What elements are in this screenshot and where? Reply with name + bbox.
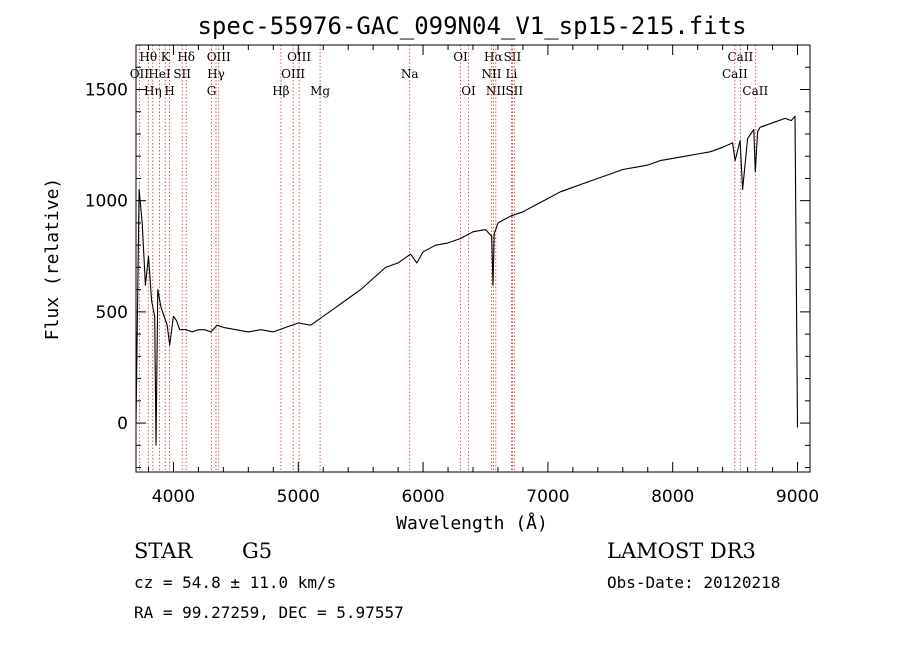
line-marker-label: K (161, 50, 171, 64)
x-axis: 4000 5000 6000 7000 8000 9000 (147, 45, 819, 507)
redshift-value: cz = 54.8 ± 11.0 km/s (134, 573, 337, 592)
spectrum-series (135, 115, 799, 446)
line-marker-label: CaII (727, 50, 753, 64)
spectrum-line (135, 115, 799, 446)
line-marker-label: SII (173, 67, 191, 81)
plot-frame (135, 44, 811, 473)
chart-title: spec-55976-GAC_099N04_V1_sp15-215.fits (197, 12, 746, 40)
y-tick-label: 0 (117, 414, 128, 434)
line-marker-label: Li (506, 67, 518, 81)
y-axis: 0 500 1000 1500 (85, 44, 810, 469)
x-tick-label: 7000 (526, 487, 569, 507)
x-tick-label: 8000 (651, 487, 694, 507)
line-marker-label: G (207, 84, 217, 98)
survey-name: LAMOST DR3 (607, 539, 756, 563)
x-tick-label: 4000 (152, 487, 195, 507)
y-tick-label: 1000 (85, 192, 128, 212)
line-marker-label: NII (486, 84, 506, 98)
line-marker-label: Hη (144, 84, 162, 98)
spectral-line-markers: Hθ OII Hη K HeI H SII Hδ OIII Hγ G Hβ OIII OIII Mg Na OI… (130, 45, 768, 472)
line-marker-label: Hθ (139, 50, 157, 64)
x-tick-label: 5000 (277, 487, 320, 507)
line-marker-label: OIII (287, 50, 311, 64)
y-axis-label: Flux (relative) (42, 178, 63, 341)
line-marker-label: HeI (148, 67, 171, 81)
line-marker-label: H (164, 84, 174, 98)
line-marker-label: Mg (310, 84, 330, 98)
line-marker-label: OII (130, 67, 150, 81)
observation-date: Obs-Date: 20120218 (607, 573, 781, 592)
line-marker-label: OIII (207, 50, 231, 64)
y-tick-label: 500 (96, 303, 128, 323)
coordinates: RA = 99.27259, DEC = 5.97557 (134, 603, 404, 622)
line-marker-label: NII (481, 67, 501, 81)
x-axis-label: Wavelength (Å) (396, 512, 548, 534)
line-marker-label: CaII (722, 67, 748, 81)
line-marker-label: OIII (281, 67, 305, 81)
line-marker-label: SII (504, 50, 522, 64)
y-tick-label: 1500 (85, 80, 128, 100)
line-marker-label: Na (401, 67, 419, 81)
line-marker-label: OI (453, 50, 468, 64)
subclass: G5 (242, 539, 273, 563)
line-marker-label: Hα (484, 50, 503, 64)
line-marker-label: Hβ (272, 84, 289, 98)
line-marker-label: Hγ (207, 67, 225, 81)
line-marker-label: CaII (742, 84, 768, 98)
line-marker-label: OI (461, 84, 476, 98)
x-tick-label: 6000 (401, 487, 444, 507)
line-marker-label: SII (505, 84, 523, 98)
object-class: STAR (134, 539, 193, 563)
line-marker-label: Hδ (177, 50, 195, 64)
x-tick-label: 9000 (776, 487, 819, 507)
